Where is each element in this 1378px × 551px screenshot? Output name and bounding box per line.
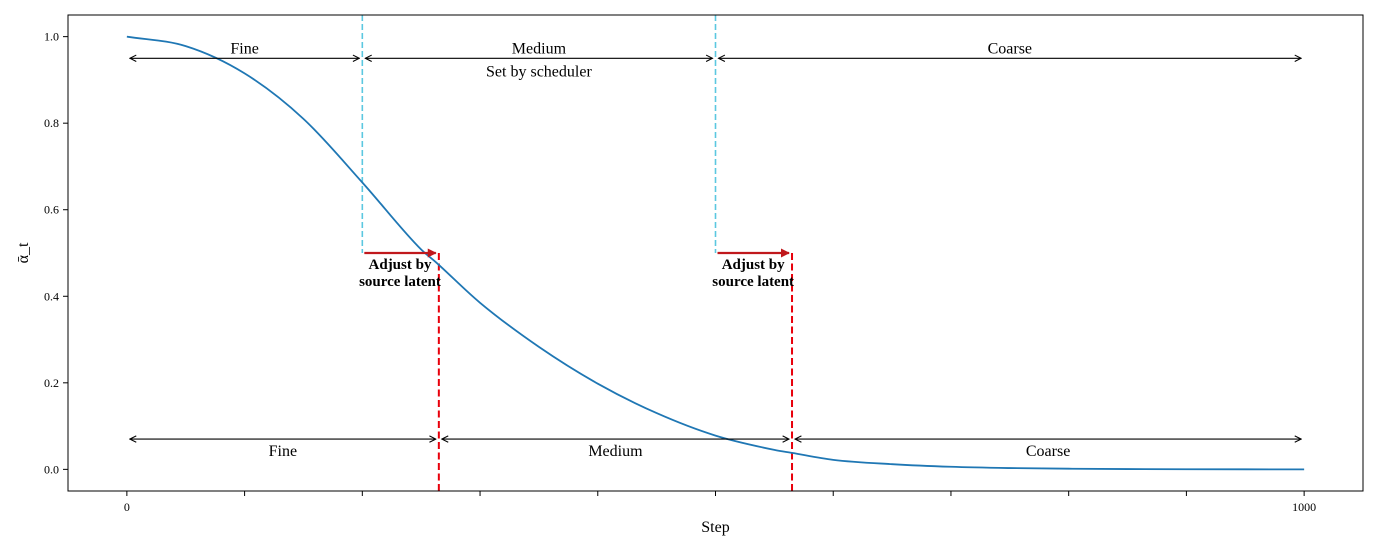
scheduler-caption: Set by scheduler bbox=[486, 63, 592, 80]
axes: 0 1000 0.0 0.2 0.4 0.6 0.8 1.0 bbox=[44, 30, 1316, 514]
scheduler-range-label: Fine bbox=[230, 40, 258, 57]
y-tick-label: 0.0 bbox=[44, 462, 59, 476]
scheduler-range-label: Medium bbox=[512, 40, 567, 57]
y-tick-label: 0.6 bbox=[44, 203, 59, 217]
adjust-label-line1: Adjust by bbox=[722, 257, 785, 273]
scheduler-range-label: Coarse bbox=[988, 40, 1032, 57]
adjusted-range-label: Fine bbox=[269, 443, 297, 460]
adjust-label-line2: source latent bbox=[712, 274, 794, 290]
y-tick-label: 0.4 bbox=[44, 289, 59, 303]
x-tick-label: 1000 bbox=[1292, 500, 1316, 514]
y-tick-label: 0.8 bbox=[44, 116, 59, 130]
adjust-label-line1: Adjust by bbox=[369, 257, 432, 273]
adjust-label-line2: source latent bbox=[359, 274, 441, 290]
x-tick-label: 0 bbox=[124, 500, 130, 514]
y-tick-label: 0.2 bbox=[44, 376, 59, 390]
adjusted-range-label: Coarse bbox=[1026, 443, 1070, 460]
annotations: Fine Medium Coarse Fine Medium Coarse Set by s… bbox=[130, 40, 1301, 460]
x-axis-title: Step bbox=[701, 519, 729, 536]
alpha-bar-curve bbox=[126, 35, 1305, 471]
alpha-curve-layer bbox=[126, 35, 1305, 471]
y-axis-title: ᾱ_t bbox=[15, 242, 32, 263]
y-tick-label: 1.0 bbox=[44, 30, 59, 44]
boundary-lines bbox=[361, 15, 794, 491]
adjusted-range-label: Medium bbox=[588, 443, 643, 460]
